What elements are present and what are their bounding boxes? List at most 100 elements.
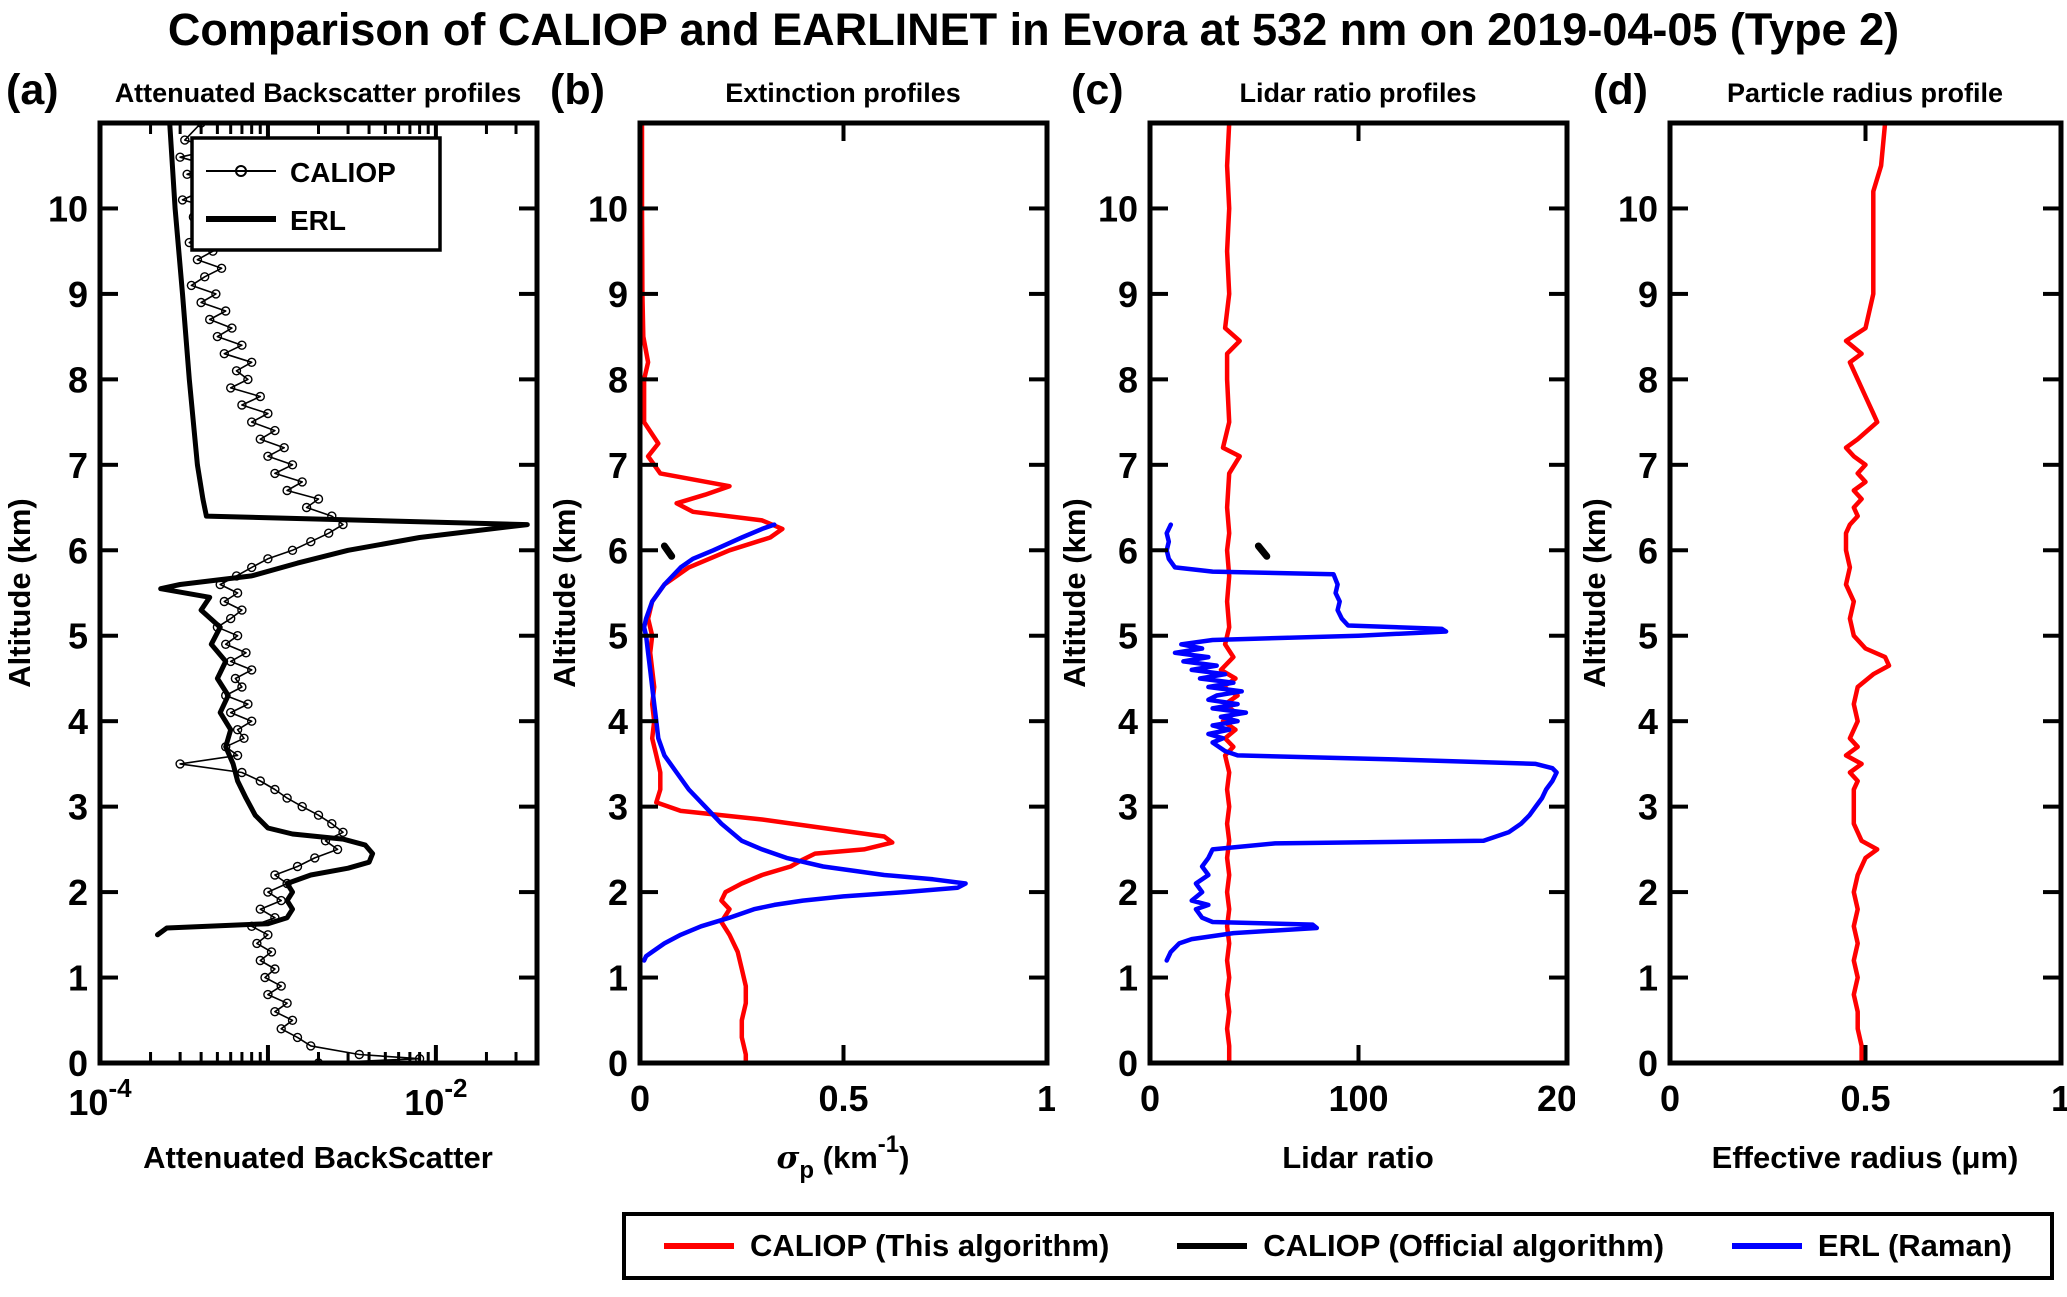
figure-title: Comparison of CALIOP and EARLINET in Evo… [167, 4, 1900, 55]
y-tick-label: 2 [1118, 872, 1138, 913]
y-tick-label: 3 [68, 787, 88, 828]
y-tick-label: 4 [1118, 701, 1138, 742]
legend-entry-erl-raman: ERL (Raman) [1731, 1228, 2012, 1264]
y-tick-label: 5 [1118, 616, 1138, 657]
legend-entry-caliop-official: CALIOP (Official algorithm) [1177, 1228, 1664, 1264]
series-caliop-this-algorithm [640, 123, 895, 1063]
plot-box [637, 120, 1050, 1066]
y-tick-label: 1 [1638, 958, 1658, 999]
series-caliop-official-algorithm [660, 542, 676, 560]
plot-box [1667, 120, 2064, 1066]
x-tick-label: 1 [2051, 1078, 2067, 1119]
x-tick-label: 10-2 [404, 1073, 467, 1123]
y-tick-label: 9 [608, 274, 628, 315]
series-layer [640, 123, 968, 1063]
y-tick-label: 0 [68, 1043, 88, 1084]
x-tick-label: 0 [1660, 1078, 1680, 1119]
panel-c: 0123456789100100200 (c) Lidar ratio prof… [1055, 58, 1597, 1203]
panel-c-svg: 0123456789100100200 (c) Lidar ratio prof… [1057, 66, 1597, 1175]
x-tick-label: 1 [1037, 1078, 1055, 1119]
panel-d-letter: (d) [1593, 66, 1648, 114]
y-tick-label: 8 [68, 359, 88, 400]
y-tick-label: 5 [68, 616, 88, 657]
y-tick-label: 8 [1638, 359, 1658, 400]
y-tick-label: 3 [608, 787, 628, 828]
panel-d: 0 1 2 3 4 5 6 7 8 9 10 0 0.5 1 (d) Particle radius pr… [1575, 58, 2067, 1203]
panel-b-ylabel: Altitude (km) [547, 498, 582, 687]
series-layer [155, 123, 530, 1063]
y-tick-label: 0 [1118, 1043, 1138, 1084]
panels-row: 0 1 2 3 4 5 6 7 8 9 10 10-4 10-2 (a) Attenuated Back… [0, 58, 2067, 1203]
plot-box [1147, 120, 1570, 1066]
y-tick-label: 3 [1638, 787, 1658, 828]
plot-box [97, 120, 540, 1066]
panel-c-letter: (c) [1071, 66, 1124, 114]
y-tick-label: 2 [608, 872, 628, 913]
panel-d-title: Particle radius profile [1727, 78, 2003, 108]
legend-blue-label: ERL (Raman) [1817, 1228, 2012, 1263]
panel-c-ylabel: Altitude (km) [1057, 498, 1092, 687]
x-tick-label: 0 [1140, 1078, 1160, 1119]
y-tick-label: 4 [1638, 701, 1658, 742]
panel-c-title: Lidar ratio profiles [1239, 78, 1476, 108]
legend-caliop-marker [235, 165, 247, 177]
y-tick-label: 6 [608, 530, 628, 571]
y-tick-label: 6 [1638, 530, 1658, 571]
legend-red-label: CALIOP (This algorithm) [750, 1228, 1110, 1263]
series-caliop-official-algorithm [1254, 542, 1271, 560]
y-tick-label: 10 [1618, 188, 1658, 229]
legend-black-label: CALIOP (Official algorithm) [1263, 1228, 1665, 1263]
series-layer [1843, 123, 1892, 1063]
x-tick-label: 200 [1537, 1078, 1575, 1119]
panel-d-svg: 0 1 2 3 4 5 6 7 8 9 10 0 0.5 1 (d) Particle radius pr… [1577, 66, 2067, 1175]
xlabel-close: ) [899, 1140, 909, 1175]
y-tick-label: 8 [1118, 359, 1138, 400]
plot-area-c: 0123456789100100200 [1098, 120, 1597, 1119]
y-tick-label: 10 [588, 188, 628, 229]
y-tick-label: 9 [68, 274, 88, 315]
panel-a: 0 1 2 3 4 5 6 7 8 9 10 10-4 10-2 (a) Attenuated Back… [0, 58, 545, 1203]
panel-a-inner-legend: CALIOP ERL [190, 136, 442, 252]
panel-b-letter: (b) [550, 66, 605, 114]
axes-layer: 0 1 2 3 4 5 6 7 8 9 10 10-4 10-2 [48, 120, 540, 1123]
y-tick-label: 7 [68, 445, 88, 486]
panel-b: 0 1 2 3 4 5 6 7 8 9 10 0 0.5 1 (b) Extinction profile… [545, 58, 1057, 1203]
y-tick-label: 6 [68, 530, 88, 571]
x-tick-label: 100 [1328, 1078, 1388, 1119]
panel-b-title: Extinction profiles [725, 78, 961, 108]
x-tick-label: 0.5 [818, 1078, 868, 1119]
y-tick-label: 2 [68, 872, 88, 913]
legend-box [190, 136, 442, 252]
y-tick-label: 0 [1638, 1043, 1658, 1084]
y-tick-label: 7 [608, 445, 628, 486]
panel-a-letter: (a) [6, 66, 59, 114]
panel-d-xlabel: Effective radius (μm) [1712, 1140, 2019, 1175]
legend-red-line-sample [664, 1243, 734, 1249]
y-tick-label: 8 [608, 359, 628, 400]
series-caliop-this-algorithm [1843, 123, 1892, 1063]
series-erl [155, 123, 530, 938]
legend-entry-caliop-this: CALIOP (This algorithm) [664, 1228, 1109, 1264]
bottom-legend: CALIOP (This algorithm) CALIOP (Official… [622, 1212, 2054, 1280]
y-tick-label: 5 [1638, 616, 1658, 657]
panel-b-svg: 0 1 2 3 4 5 6 7 8 9 10 0 0.5 1 (b) Extinction profile… [547, 66, 1057, 1184]
plot-area-b: 0 1 2 3 4 5 6 7 8 9 10 0 0.5 1 [588, 120, 1057, 1119]
panel-a-svg: 0 1 2 3 4 5 6 7 8 9 10 10-4 10-2 (a) Attenuated Back… [2, 66, 540, 1175]
series-layer [1164, 123, 1559, 1063]
legend-erl-label: ERL [290, 205, 346, 236]
y-tick-label: 1 [1118, 958, 1138, 999]
y-tick-label: 4 [68, 701, 88, 742]
panel-a-ylabel: Altitude (km) [2, 498, 37, 687]
y-tick-label: 10 [48, 188, 88, 229]
y-tick-label: 7 [1638, 445, 1658, 486]
y-tick-label: 6 [1118, 530, 1138, 571]
y-tick-label: 4 [608, 701, 628, 742]
y-tick-label: 2 [1638, 872, 1658, 913]
sigma-symbol: σ [777, 1140, 800, 1176]
panel-d-ylabel: Altitude (km) [1577, 498, 1612, 687]
y-tick-label: 9 [1638, 274, 1658, 315]
xlabel-mid: (km [814, 1140, 878, 1175]
xlabel-superscript: -1 [878, 1131, 899, 1158]
plot-area-a: 0 1 2 3 4 5 6 7 8 9 10 10-4 10-2 [48, 120, 540, 1123]
series-erl-raman [641, 522, 968, 963]
